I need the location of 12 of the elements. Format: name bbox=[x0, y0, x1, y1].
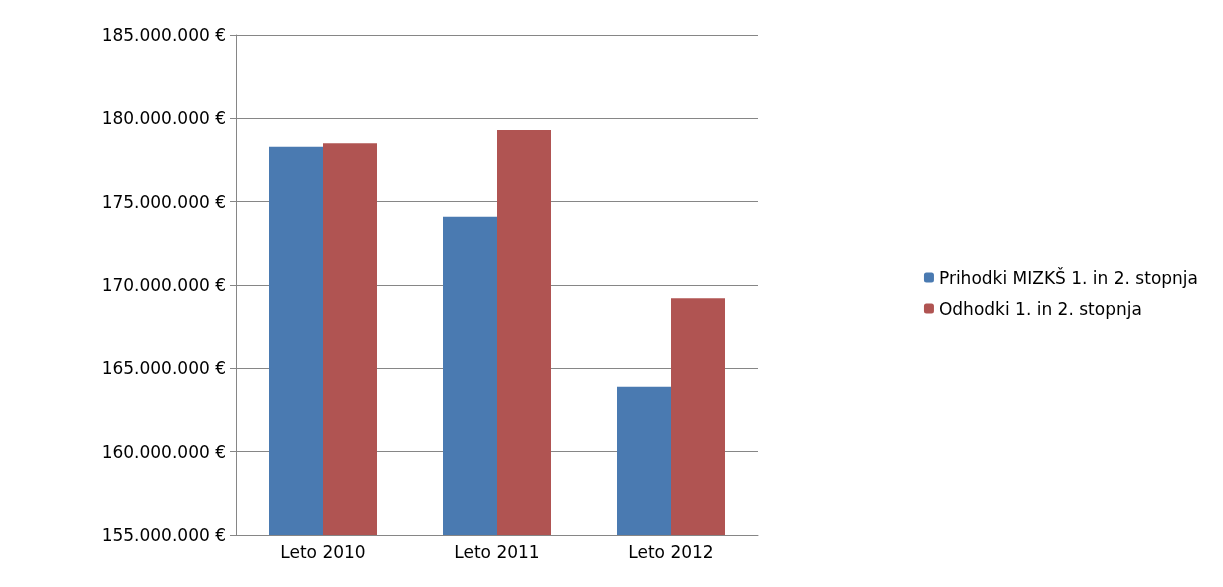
legend-label: Odhodki 1. in 2. stopnja bbox=[938, 298, 1142, 319]
x-tick-label: Leto 2012 bbox=[628, 541, 714, 562]
y-tick-label: 180.000.000 € bbox=[101, 108, 226, 129]
x-tick-label: Leto 2010 bbox=[280, 541, 366, 562]
legend-label: Prihodki MIZKŠ 1. in 2. stopnja bbox=[938, 266, 1199, 288]
y-tick-label: 160.000.000 € bbox=[101, 441, 226, 462]
y-tick-label: 165.000.000 € bbox=[101, 358, 226, 379]
y-tick-label: 155.000.000 € bbox=[101, 525, 226, 545]
x-tick-label: Leto 2011 bbox=[454, 541, 540, 562]
y-tick-label: 170.000.000 € bbox=[101, 275, 226, 295]
y-tick-label: 175.000.000 € bbox=[101, 191, 226, 212]
y-tick-label: 185.000.000 € bbox=[101, 25, 226, 45]
